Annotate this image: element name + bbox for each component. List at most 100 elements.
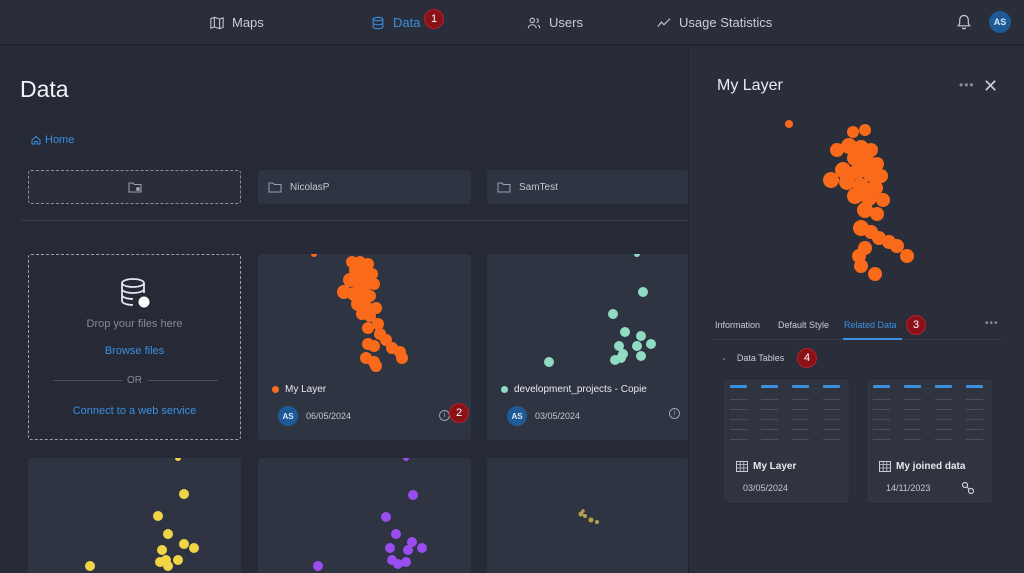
breadcrumb-home[interactable]: Home (45, 134, 75, 146)
close-icon[interactable]: ✕ (983, 76, 999, 96)
table-preview-row (730, 419, 747, 420)
data-tables-label: Data Tables (736, 353, 785, 363)
tab-information[interactable]: Information (715, 320, 761, 330)
table-card-name: My joined data (896, 461, 966, 472)
layer-card-development-projects[interactable]: development_projects - Copie AS 03/05/20… (487, 254, 688, 440)
table-preview-row (730, 429, 747, 430)
layer-color-dot (272, 386, 279, 393)
panel-preview-map (785, 120, 914, 281)
table-card-title: My Layer (736, 461, 796, 472)
table-preview-row (761, 419, 778, 420)
data-table-card-my-layer[interactable]: My Layer 03/05/2024 (723, 378, 850, 504)
nav-usage-label: Usage Statistics (679, 15, 773, 30)
database-upload-icon (121, 278, 150, 308)
bell-icon[interactable] (957, 14, 971, 35)
layer-color-dot (501, 386, 508, 393)
folder-samtest[interactable]: SamTest (487, 170, 688, 204)
new-folder-button[interactable] (28, 170, 241, 204)
layer-card-title: My Layer (272, 384, 326, 395)
active-tab-indicator (843, 338, 902, 340)
tabs-more-icon[interactable]: ••• (985, 318, 999, 329)
table-preview-row (935, 419, 952, 420)
table-preview-row (730, 409, 747, 410)
map-icon (210, 16, 224, 29)
browse-files-link[interactable]: Browse files (104, 345, 165, 357)
folder-label: NicolasP (290, 181, 330, 193)
step-badge-2: 2 (449, 403, 469, 423)
drop-files-text: Drop your files here (86, 318, 183, 330)
table-preview-row (873, 429, 890, 430)
folder-nicolasp[interactable]: NicolasP (258, 170, 471, 204)
owner-avatar: AS (507, 406, 527, 426)
info-icon[interactable]: i (669, 408, 680, 419)
table-preview-row (792, 439, 809, 440)
nav-data-label: Data (393, 15, 421, 30)
page-title: Data (20, 76, 69, 102)
step-badge-1: 1 (424, 9, 444, 29)
join-link-icon[interactable] (961, 481, 975, 495)
folder-icon (497, 182, 511, 193)
table-card-date: 03/05/2024 (743, 483, 789, 493)
table-card-date: 14/11/2023 (886, 483, 931, 493)
table-icon (736, 461, 748, 472)
table-card-name: My Layer (753, 461, 797, 472)
table-preview-row (966, 439, 983, 440)
tab-related-data[interactable]: Related Data (844, 320, 897, 330)
table-preview-row (935, 439, 952, 440)
layer-preview-map (85, 458, 199, 571)
table-preview-row (823, 429, 840, 430)
more-options-icon[interactable]: ••• (959, 78, 975, 92)
layer-card-small[interactable] (487, 458, 688, 573)
layer-card-purple[interactable] (258, 458, 471, 573)
layer-card-yellow[interactable] (28, 458, 241, 573)
table-icon (879, 461, 891, 472)
users-icon (527, 17, 541, 28)
or-text: OR (127, 375, 142, 386)
table-preview-row (904, 439, 921, 440)
owner-avatar: AS (278, 406, 298, 426)
database-icon (372, 16, 384, 29)
home-icon (31, 135, 41, 145)
table-preview-row (904, 419, 921, 420)
table-preview-header (730, 385, 747, 388)
nav-users[interactable]: Users (527, 0, 583, 45)
table-preview-header (966, 385, 983, 388)
table-preview-row (935, 429, 952, 430)
data-table-card-my-joined-data[interactable]: My joined data 14/11/2023 (866, 378, 993, 504)
data-tables-section-toggle[interactable]: ⌄ Data Tables (721, 353, 784, 363)
tab-default-style[interactable]: Default Style (778, 320, 830, 330)
table-preview-row (966, 419, 983, 420)
table-preview-row (966, 409, 983, 410)
table-card-title: My joined data (879, 461, 965, 472)
nav-usage-statistics[interactable]: Usage Statistics (657, 0, 772, 45)
table-preview-row (873, 399, 890, 400)
table-preview-header (904, 385, 921, 388)
add-folder-icon (128, 182, 141, 193)
layer-card-my-layer[interactable]: My Layer AS 06/05/2024 i (258, 254, 471, 440)
or-divider-right (148, 380, 218, 381)
table-preview-row (730, 399, 747, 400)
table-preview-row (730, 439, 747, 440)
layer-preview-map (311, 254, 408, 372)
top-navigation: Maps Data Users Usage Statistics AS (0, 0, 1024, 45)
user-avatar[interactable]: AS (989, 11, 1011, 33)
nav-maps[interactable]: Maps (210, 0, 264, 45)
table-preview-row (935, 399, 952, 400)
or-divider-left (53, 380, 123, 381)
layer-card-date: 03/05/2024 (535, 411, 581, 421)
table-preview-header (935, 385, 952, 388)
table-preview-row (792, 429, 809, 430)
table-preview-row (966, 429, 983, 430)
table-preview-row (873, 419, 890, 420)
layer-detail-panel: My Layer ••• ✕ Information Default Style… (688, 46, 1024, 573)
chevron-down-icon: ⌄ (721, 355, 727, 362)
connect-web-service-link[interactable]: Connect to a web service (72, 405, 197, 417)
nav-data[interactable]: Data (371, 0, 420, 45)
breadcrumb[interactable]: Home (31, 134, 74, 146)
layer-preview-map (578, 509, 599, 524)
step-badge-4: 4 (797, 348, 817, 368)
layer-card-name: development_projects - Copie (514, 384, 647, 395)
upload-dropzone[interactable]: Drop your files here Browse files OR Con… (28, 254, 241, 440)
table-preview-row (761, 409, 778, 410)
table-preview-row (904, 399, 921, 400)
